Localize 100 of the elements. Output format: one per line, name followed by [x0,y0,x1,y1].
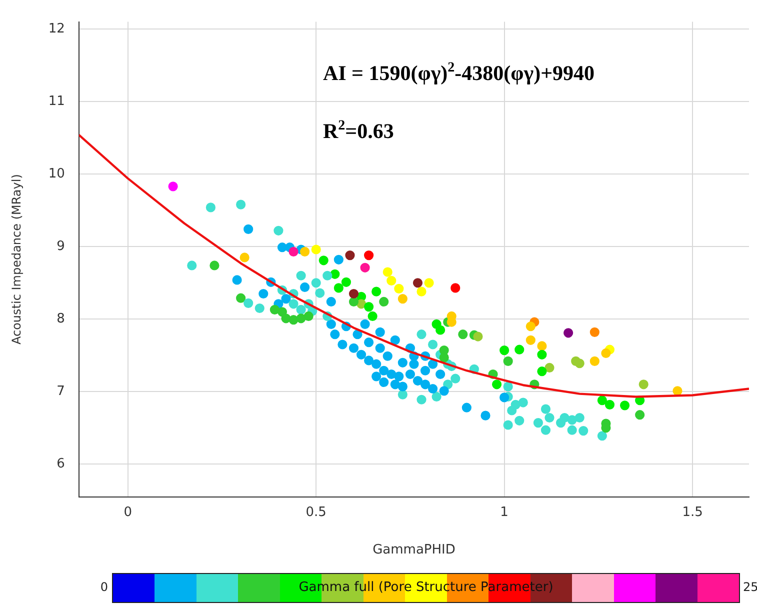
point [356,350,366,360]
point [601,348,611,358]
point [379,377,389,388]
point [473,332,483,342]
point [500,392,510,402]
point [300,246,310,256]
point [432,392,442,402]
point [428,340,438,350]
point [597,431,607,441]
point [500,346,510,356]
point [398,390,408,400]
point [379,366,389,376]
point [386,369,396,380]
point [364,338,374,348]
point [503,356,513,366]
point [288,246,298,256]
point [590,327,600,337]
point [428,384,438,394]
x-tick-label: 1 [500,504,508,520]
point [424,278,434,288]
point [439,386,449,396]
y-tick-label: 12 [48,21,65,36]
point [544,362,554,373]
x-tick-label: 0.5 [306,504,326,520]
point [574,412,584,423]
point [360,319,370,330]
point [540,404,551,414]
point [416,330,426,340]
point [409,359,419,369]
point [394,372,404,382]
point [416,394,426,404]
point [338,340,348,350]
point [526,322,536,332]
point [405,369,416,380]
point [288,299,298,309]
y-tick-label: 8 [56,312,65,327]
point [311,278,321,288]
point [514,344,524,354]
point [330,330,340,340]
point [296,304,306,314]
point [372,372,382,382]
point [281,314,291,324]
point [416,286,426,296]
point [270,304,280,314]
point [672,386,682,396]
point [514,416,524,426]
x-tick-label: 1.5 [682,504,703,520]
point [386,276,396,286]
point [439,352,449,362]
point [537,350,547,360]
point [436,369,446,380]
point [638,380,648,390]
point [382,267,392,277]
x-tick-label: 0 [124,504,132,520]
point [394,284,404,294]
point [574,358,584,368]
point [540,425,551,435]
point [390,380,400,390]
point [288,315,298,325]
y-axis-title: Acoustic Impedance (MRayl) [9,174,24,345]
point [420,380,430,390]
point [412,278,423,288]
point [296,270,306,280]
point [348,343,359,353]
point [518,398,528,408]
point [360,262,370,272]
color-bar-label: 25 [743,580,757,594]
point [326,319,336,330]
point [398,294,408,304]
point [315,288,325,298]
point [364,250,374,260]
point [537,366,547,376]
y-tick-label: 6 [56,456,65,472]
point [296,314,306,324]
point [450,283,460,293]
point [311,244,321,254]
point [412,376,423,386]
point [458,330,468,340]
point [364,356,374,366]
point [533,418,543,428]
y-tick-label: 11 [48,94,65,109]
point [348,288,359,299]
point [590,356,600,366]
point [604,400,615,410]
y-tick-label: 10 [48,166,65,182]
color-bar-label: 0 [100,580,108,594]
x-axis-title: GammaPHID [372,542,456,558]
point [564,328,574,338]
point [420,366,430,376]
point [168,182,178,192]
point [375,327,385,337]
y-tick-label: 9 [56,238,65,254]
point [450,374,460,384]
point [304,311,314,322]
y-tick-label: 7 [56,384,65,400]
point [578,426,588,436]
point [480,410,490,420]
point [544,412,554,423]
point [492,380,502,390]
point [210,260,220,270]
